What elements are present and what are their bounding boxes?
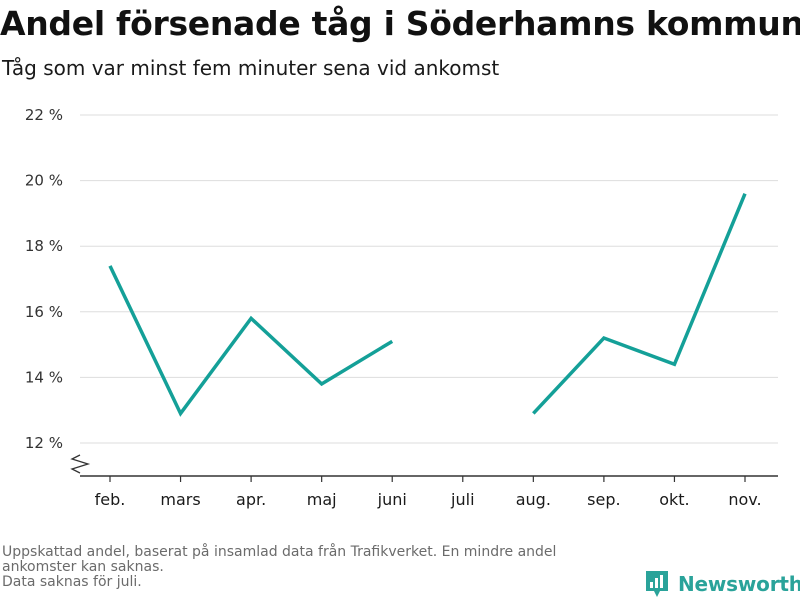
- x-tick-label: sep.: [587, 490, 620, 509]
- footnote-line: ankomster kan saknas.: [2, 559, 164, 575]
- x-tick-label: feb.: [95, 490, 126, 509]
- x-tick-label: aug.: [516, 490, 551, 509]
- y-tick-label: 12 %: [25, 434, 63, 452]
- y-tick-label: 16 %: [25, 303, 63, 321]
- footnote-line: Data saknas för juli.: [2, 574, 142, 590]
- x-tick-label: maj: [307, 490, 337, 509]
- series-line: [108, 265, 394, 417]
- brand-logo[interactable]: Newsworthy: [644, 568, 800, 600]
- series-line: [532, 193, 747, 415]
- y-tick-label: 22 %: [25, 106, 63, 124]
- footnote-line: Uppskattad andel, baserat på insamlad da…: [2, 544, 557, 560]
- x-tick-label: nov.: [728, 490, 761, 509]
- x-tick-label: apr.: [236, 490, 266, 509]
- chart-subtitle: Tåg som var minst fem minuter sena vid a…: [2, 56, 500, 80]
- brand-name: Newsworthy: [678, 572, 800, 596]
- x-tick-label: juli: [450, 490, 474, 509]
- line-chart: 12 % 14 % 16 % 18 % 20 % 22 % feb. mars apr. maj…: [25, 106, 778, 509]
- gridlines: [80, 114, 778, 444]
- x-axis: [70, 454, 778, 477]
- x-tick-label: juni: [377, 490, 407, 509]
- y-axis-ticks: 12 % 14 % 16 % 18 % 20 % 22 %: [25, 106, 63, 452]
- x-axis-ticks: feb. mars apr. maj juni juli aug. sep. okt. nov.: [95, 476, 762, 509]
- footnotes: Uppskattad andel, baserat på insamlad da…: [2, 545, 632, 590]
- series-lines: [108, 193, 747, 417]
- x-tick-label: mars: [160, 490, 200, 509]
- y-tick-label: 20 %: [25, 172, 63, 190]
- axis-break-marker: [70, 454, 91, 474]
- y-tick-label: 14 %: [25, 368, 63, 386]
- x-tick-label: okt.: [659, 490, 689, 509]
- newsworthy-logo-icon: [646, 571, 668, 597]
- y-tick-label: 18 %: [25, 237, 63, 255]
- chart-title: Andel försenade tåg i Söderhamns kommun: [0, 4, 800, 43]
